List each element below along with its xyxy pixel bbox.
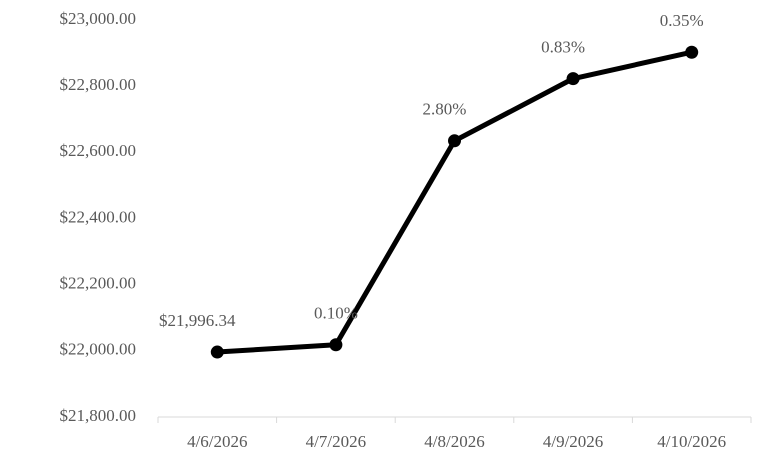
y-tick-label: $21,800.00 bbox=[60, 406, 137, 425]
point bbox=[566, 72, 580, 86]
data-label: 0.10% bbox=[314, 304, 358, 323]
y-tick-label: $22,800.00 bbox=[60, 75, 137, 94]
y-tick-label: $22,400.00 bbox=[60, 207, 137, 226]
series-line bbox=[217, 49, 693, 355]
x-tick-label: 4/7/2026 bbox=[306, 432, 366, 451]
point bbox=[448, 134, 461, 148]
x-tick-label: 4/8/2026 bbox=[424, 432, 484, 451]
x-tick-label: 4/10/2026 bbox=[657, 432, 726, 451]
point bbox=[210, 345, 224, 359]
y-tick-label: $22,600.00 bbox=[60, 141, 137, 160]
point bbox=[329, 338, 343, 352]
data-label: 0.35% bbox=[660, 11, 704, 30]
data-label: 2.80% bbox=[423, 100, 467, 119]
point bbox=[685, 45, 699, 59]
y-tick-label: $22,200.00 bbox=[60, 274, 137, 293]
y-tick-label: $23,000.00 bbox=[60, 9, 137, 28]
data-label: 0.83% bbox=[541, 38, 585, 57]
x-tick-label: 4/6/2026 bbox=[187, 432, 247, 451]
y-tick-label: $22,000.00 bbox=[60, 340, 137, 359]
x-tick-label: 4/9/2026 bbox=[543, 432, 603, 451]
data-label: $21,996.34 bbox=[159, 311, 236, 330]
